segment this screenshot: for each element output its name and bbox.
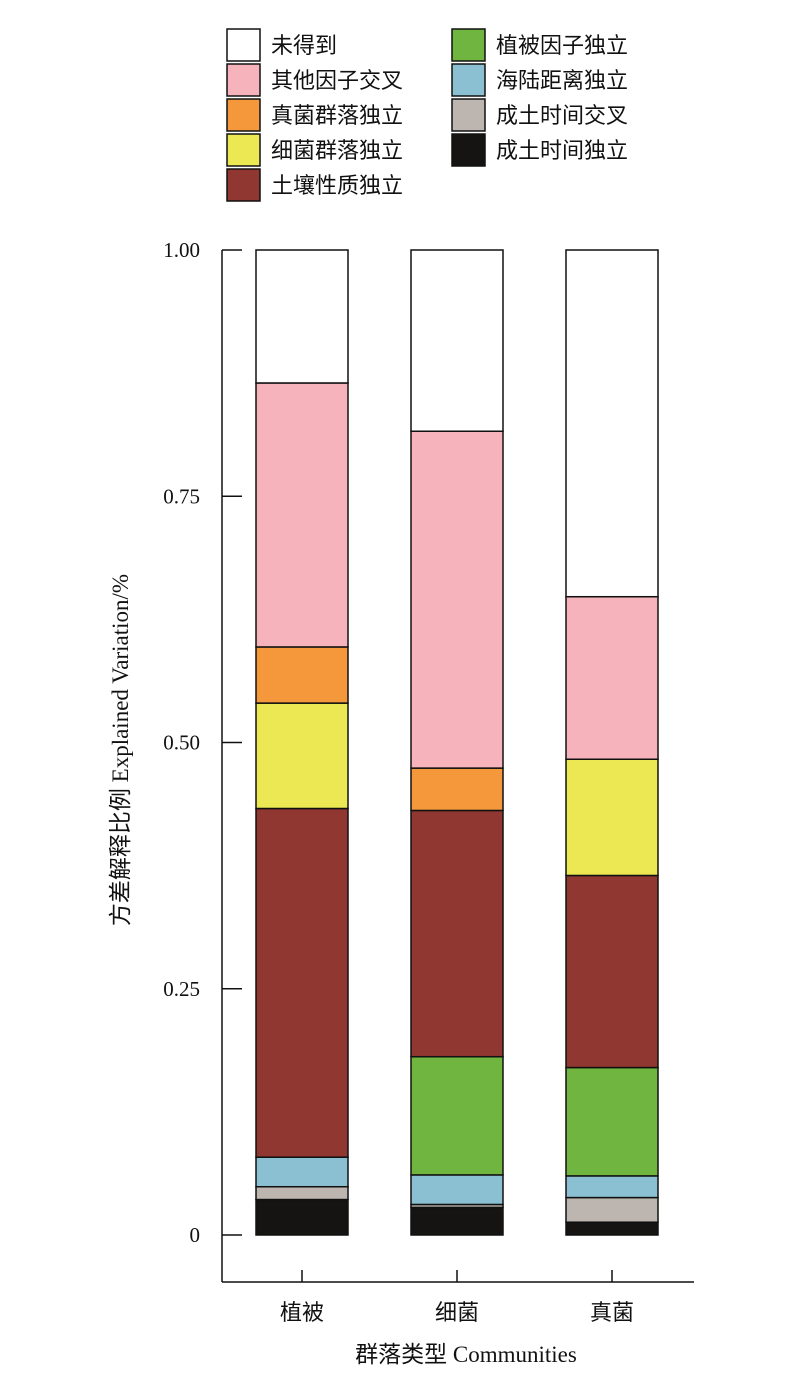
x-axis-label: 群落类型 Communities xyxy=(355,1342,577,1367)
legend-swatch xyxy=(451,133,486,167)
legend-swatch xyxy=(226,63,261,97)
y-ticks: 0 0.25 0.50 0.75 1.00 xyxy=(163,238,242,1247)
bar-segment xyxy=(565,1066,659,1177)
bar-segment xyxy=(565,874,659,1069)
bar-segment xyxy=(565,1196,659,1223)
y-tick-label: 0 xyxy=(190,1223,201,1247)
x-ticks: 植被 细菌 真菌 xyxy=(280,1270,634,1326)
legend-swatch xyxy=(451,28,486,62)
legend-label: 成土时间交叉 xyxy=(496,104,628,129)
legend-swatch xyxy=(451,63,486,97)
legend-label: 成土时间独立 xyxy=(496,139,628,164)
bar-segment xyxy=(410,430,504,769)
bar-segment xyxy=(565,249,659,598)
bar-segment xyxy=(410,767,504,812)
bar-segment xyxy=(410,1174,504,1206)
x-tick-label: 细菌 xyxy=(435,1301,479,1326)
x-tick-label: 真菌 xyxy=(590,1301,634,1326)
bar-segment xyxy=(255,1185,349,1201)
bars xyxy=(255,249,659,1236)
bar-segment xyxy=(255,1156,349,1188)
legend-swatch xyxy=(226,28,261,62)
y-tick-label: 0.50 xyxy=(163,731,200,755)
bar-segment xyxy=(410,249,504,432)
bar-segment xyxy=(255,646,349,704)
bar-segment xyxy=(565,1221,659,1236)
bar-segment xyxy=(255,249,349,384)
legend-label: 土壤性质独立 xyxy=(271,174,403,199)
legend-swatch xyxy=(226,133,261,167)
legend-label: 未得到 xyxy=(271,34,337,59)
legend-label: 其他因子交叉 xyxy=(271,69,403,94)
legend-label: 真菌群落独立 xyxy=(271,104,403,129)
bar-segment xyxy=(565,758,659,877)
legend-label: 细菌群落独立 xyxy=(271,139,403,164)
legend-label: 海陆距离独立 xyxy=(496,69,628,94)
legend-swatch xyxy=(451,98,486,132)
x-tick-label: 植被 xyxy=(280,1301,324,1326)
y-tick-label: 1.00 xyxy=(163,238,200,262)
y-tick-label: 0.25 xyxy=(163,977,200,1001)
bar-segment xyxy=(255,382,349,648)
legend-swatch xyxy=(226,98,261,132)
axes xyxy=(221,250,694,1283)
bar-segment xyxy=(255,1198,349,1236)
bar-segment xyxy=(410,1055,504,1176)
y-axis-label: 方差解释比例 Explained Variation/% xyxy=(108,574,133,926)
bar-segment xyxy=(410,809,504,1058)
bar-segment xyxy=(255,702,349,810)
bar-segment xyxy=(410,1206,504,1236)
legend-label: 植被因子独立 xyxy=(496,34,628,59)
y-tick-label: 0.75 xyxy=(163,484,200,508)
bar-segment xyxy=(565,595,659,760)
bar-segment xyxy=(255,807,349,1158)
legend-swatch xyxy=(226,168,261,202)
bar-segment xyxy=(565,1175,659,1199)
